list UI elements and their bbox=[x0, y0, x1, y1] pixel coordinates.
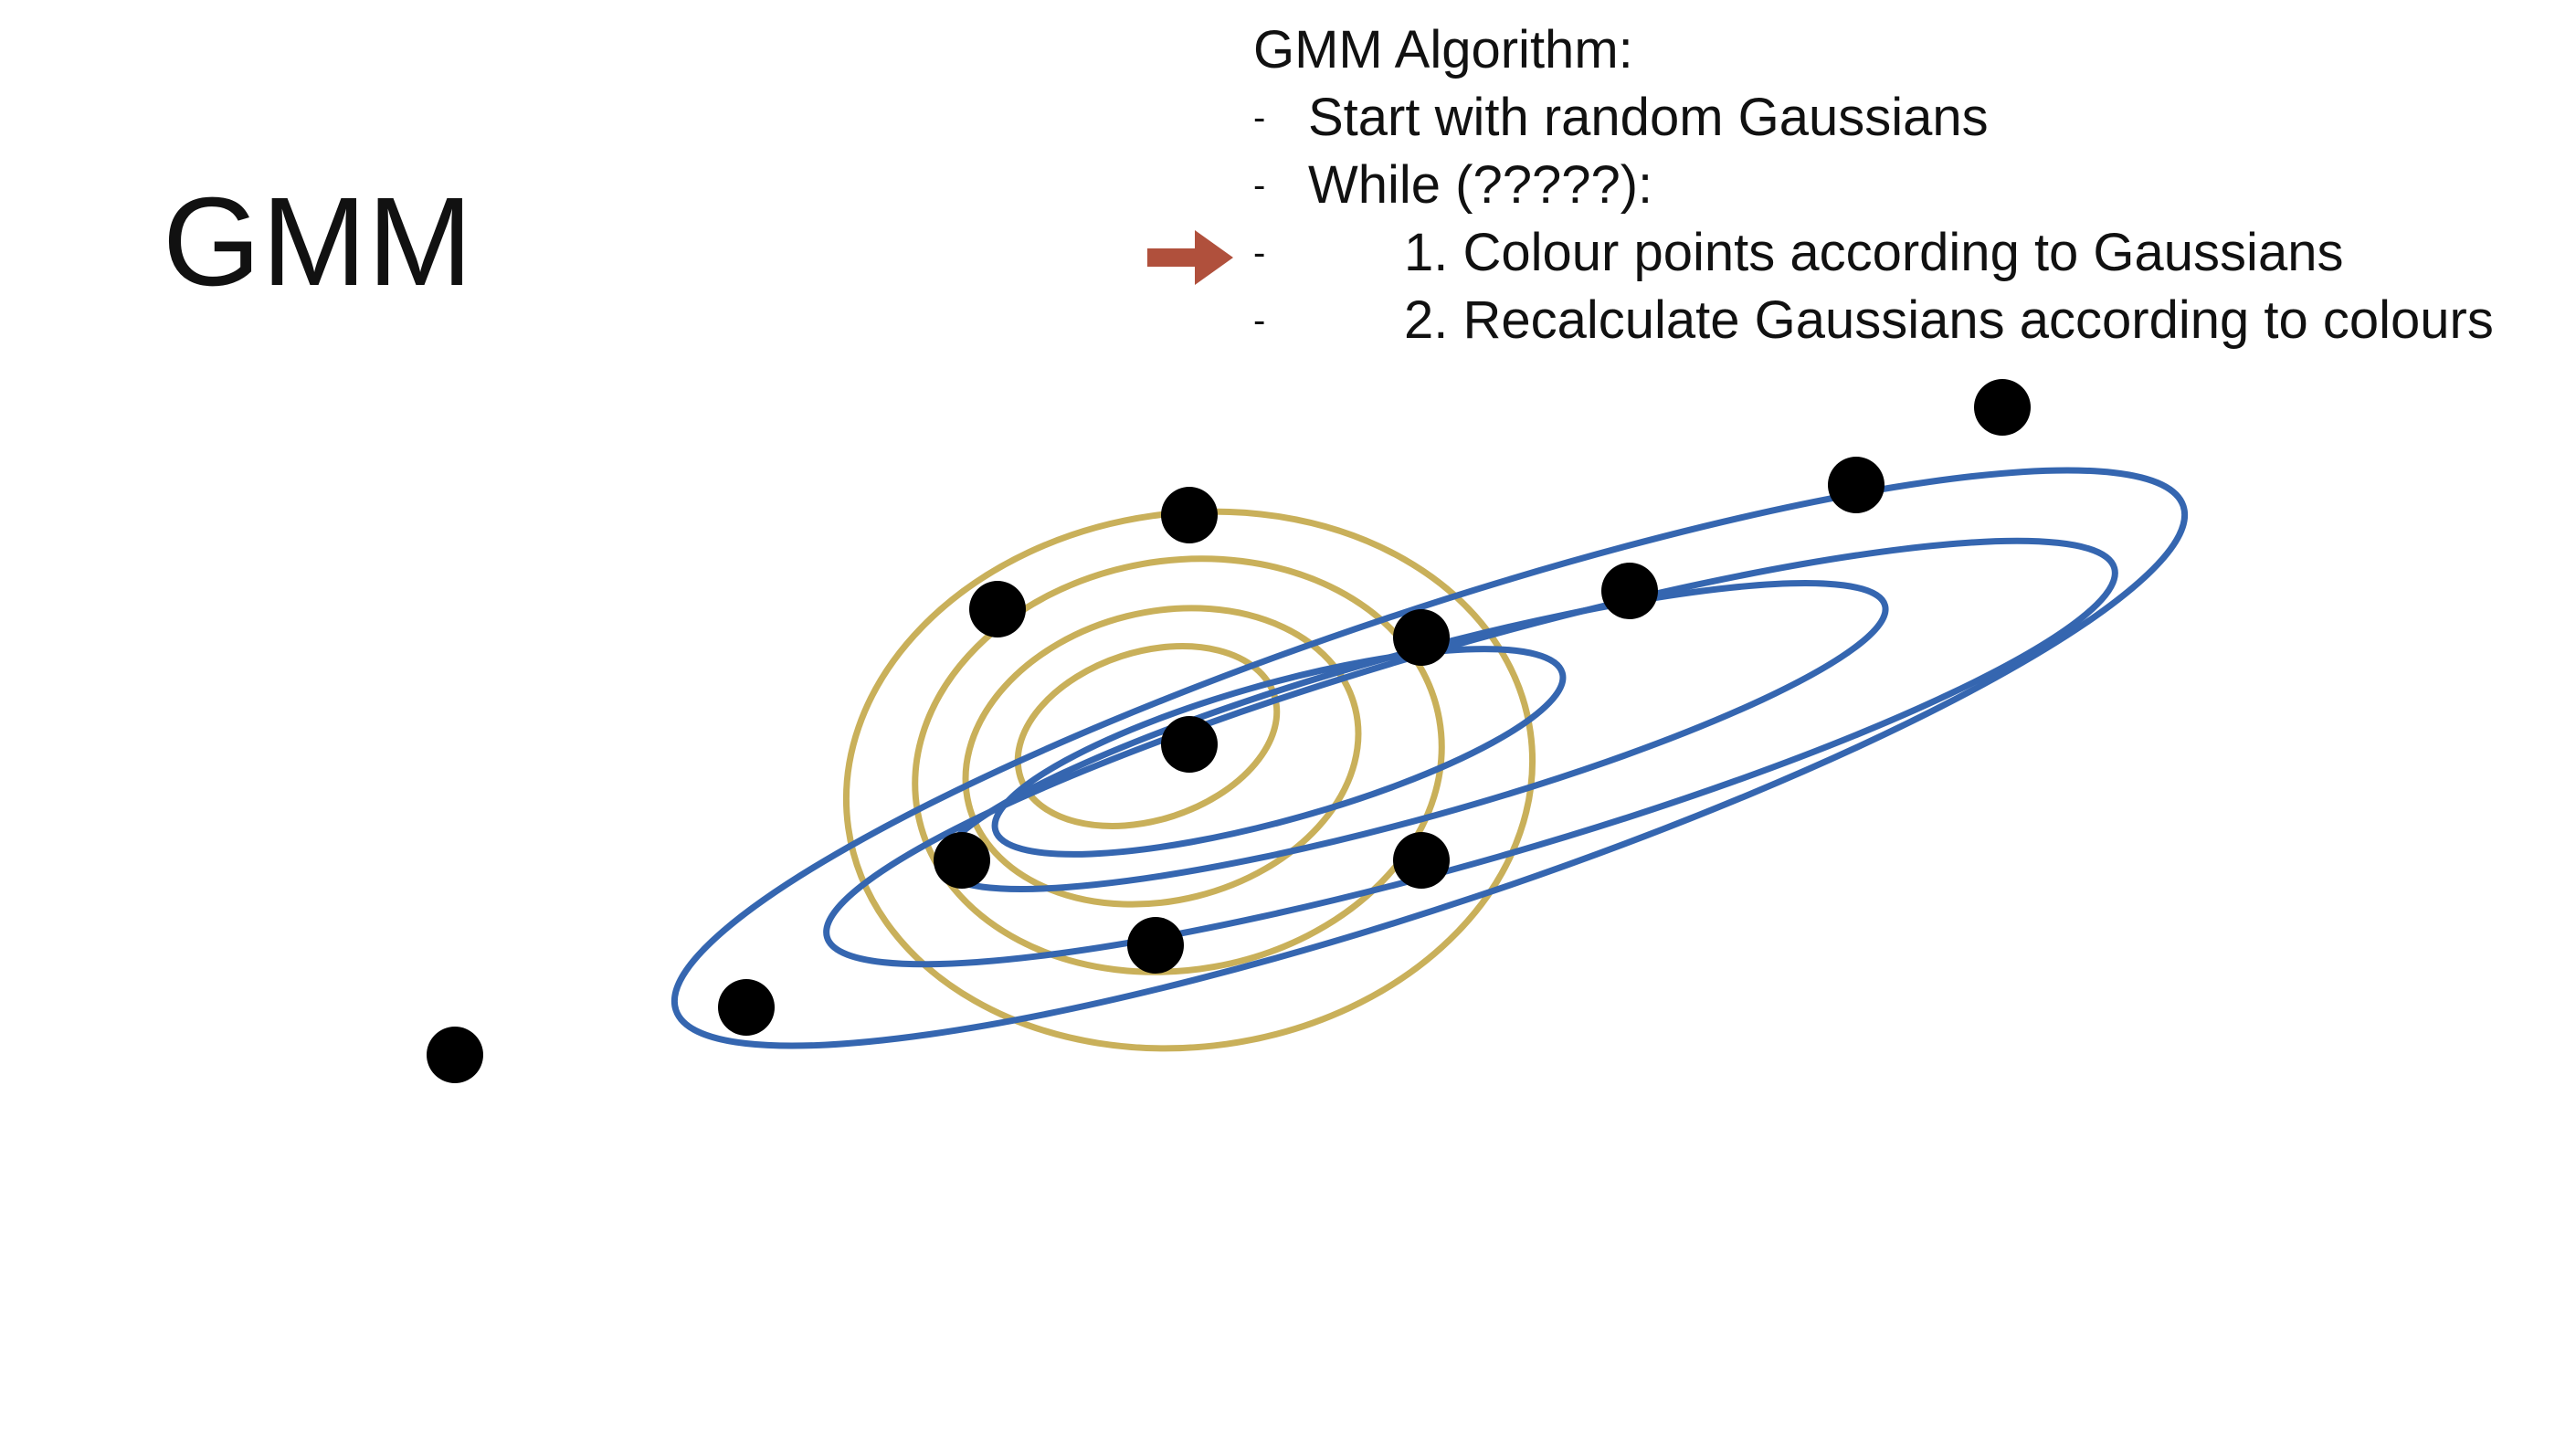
algorithm-panel: GMM Algorithm: - Start with random Gauss… bbox=[1253, 16, 2569, 354]
algorithm-step-recalculate: - 2. Recalculate Gaussians according to … bbox=[1253, 287, 2569, 354]
data-point bbox=[969, 581, 1026, 637]
blue-contour-1 bbox=[991, 646, 1567, 858]
bullet-dash: - bbox=[1253, 98, 1266, 138]
data-point bbox=[1974, 379, 2031, 436]
step-text: While (?????): bbox=[1308, 155, 1653, 215]
data-point bbox=[1393, 832, 1450, 889]
data-point bbox=[1161, 716, 1218, 773]
slide-title: GMM bbox=[163, 172, 474, 312]
algorithm-step-start: - Start with random Gaussians bbox=[1253, 84, 2569, 152]
yellow-contour-4 bbox=[842, 508, 1536, 1052]
algorithm-step-colour-points: - 1. Colour points according to Gaussian… bbox=[1253, 219, 2569, 287]
algorithm-steps: - Start with random Gaussians - While (?… bbox=[1253, 84, 2569, 354]
step-text: Start with random Gaussians bbox=[1308, 88, 1989, 147]
data-point bbox=[1393, 609, 1450, 666]
bullet-dash: - bbox=[1253, 165, 1266, 205]
step-text: 2. Recalculate Gaussians according to co… bbox=[1404, 290, 2494, 350]
data-point bbox=[1601, 563, 1658, 619]
bullet-dash: - bbox=[1253, 233, 1266, 273]
data-point bbox=[1828, 457, 1884, 513]
data-point bbox=[1161, 487, 1218, 543]
yellow-gaussian bbox=[842, 508, 1536, 1052]
data-point bbox=[1127, 917, 1184, 974]
data-point bbox=[427, 1027, 483, 1083]
yellow-contour-2 bbox=[962, 605, 1362, 908]
algorithm-heading: GMM Algorithm: bbox=[1253, 20, 1633, 79]
data-points bbox=[427, 379, 2031, 1083]
bullet-dash: - bbox=[1253, 300, 1266, 341]
data-point bbox=[718, 979, 775, 1036]
step-text: 1. Colour points according to Gaussians bbox=[1404, 223, 2344, 282]
algorithm-step-while: - While (?????): bbox=[1253, 152, 2569, 219]
data-point bbox=[934, 832, 990, 889]
right-arrow-icon bbox=[1147, 230, 1233, 285]
blue-contour-4 bbox=[670, 467, 2189, 1049]
blue-gaussian bbox=[670, 467, 2189, 1049]
